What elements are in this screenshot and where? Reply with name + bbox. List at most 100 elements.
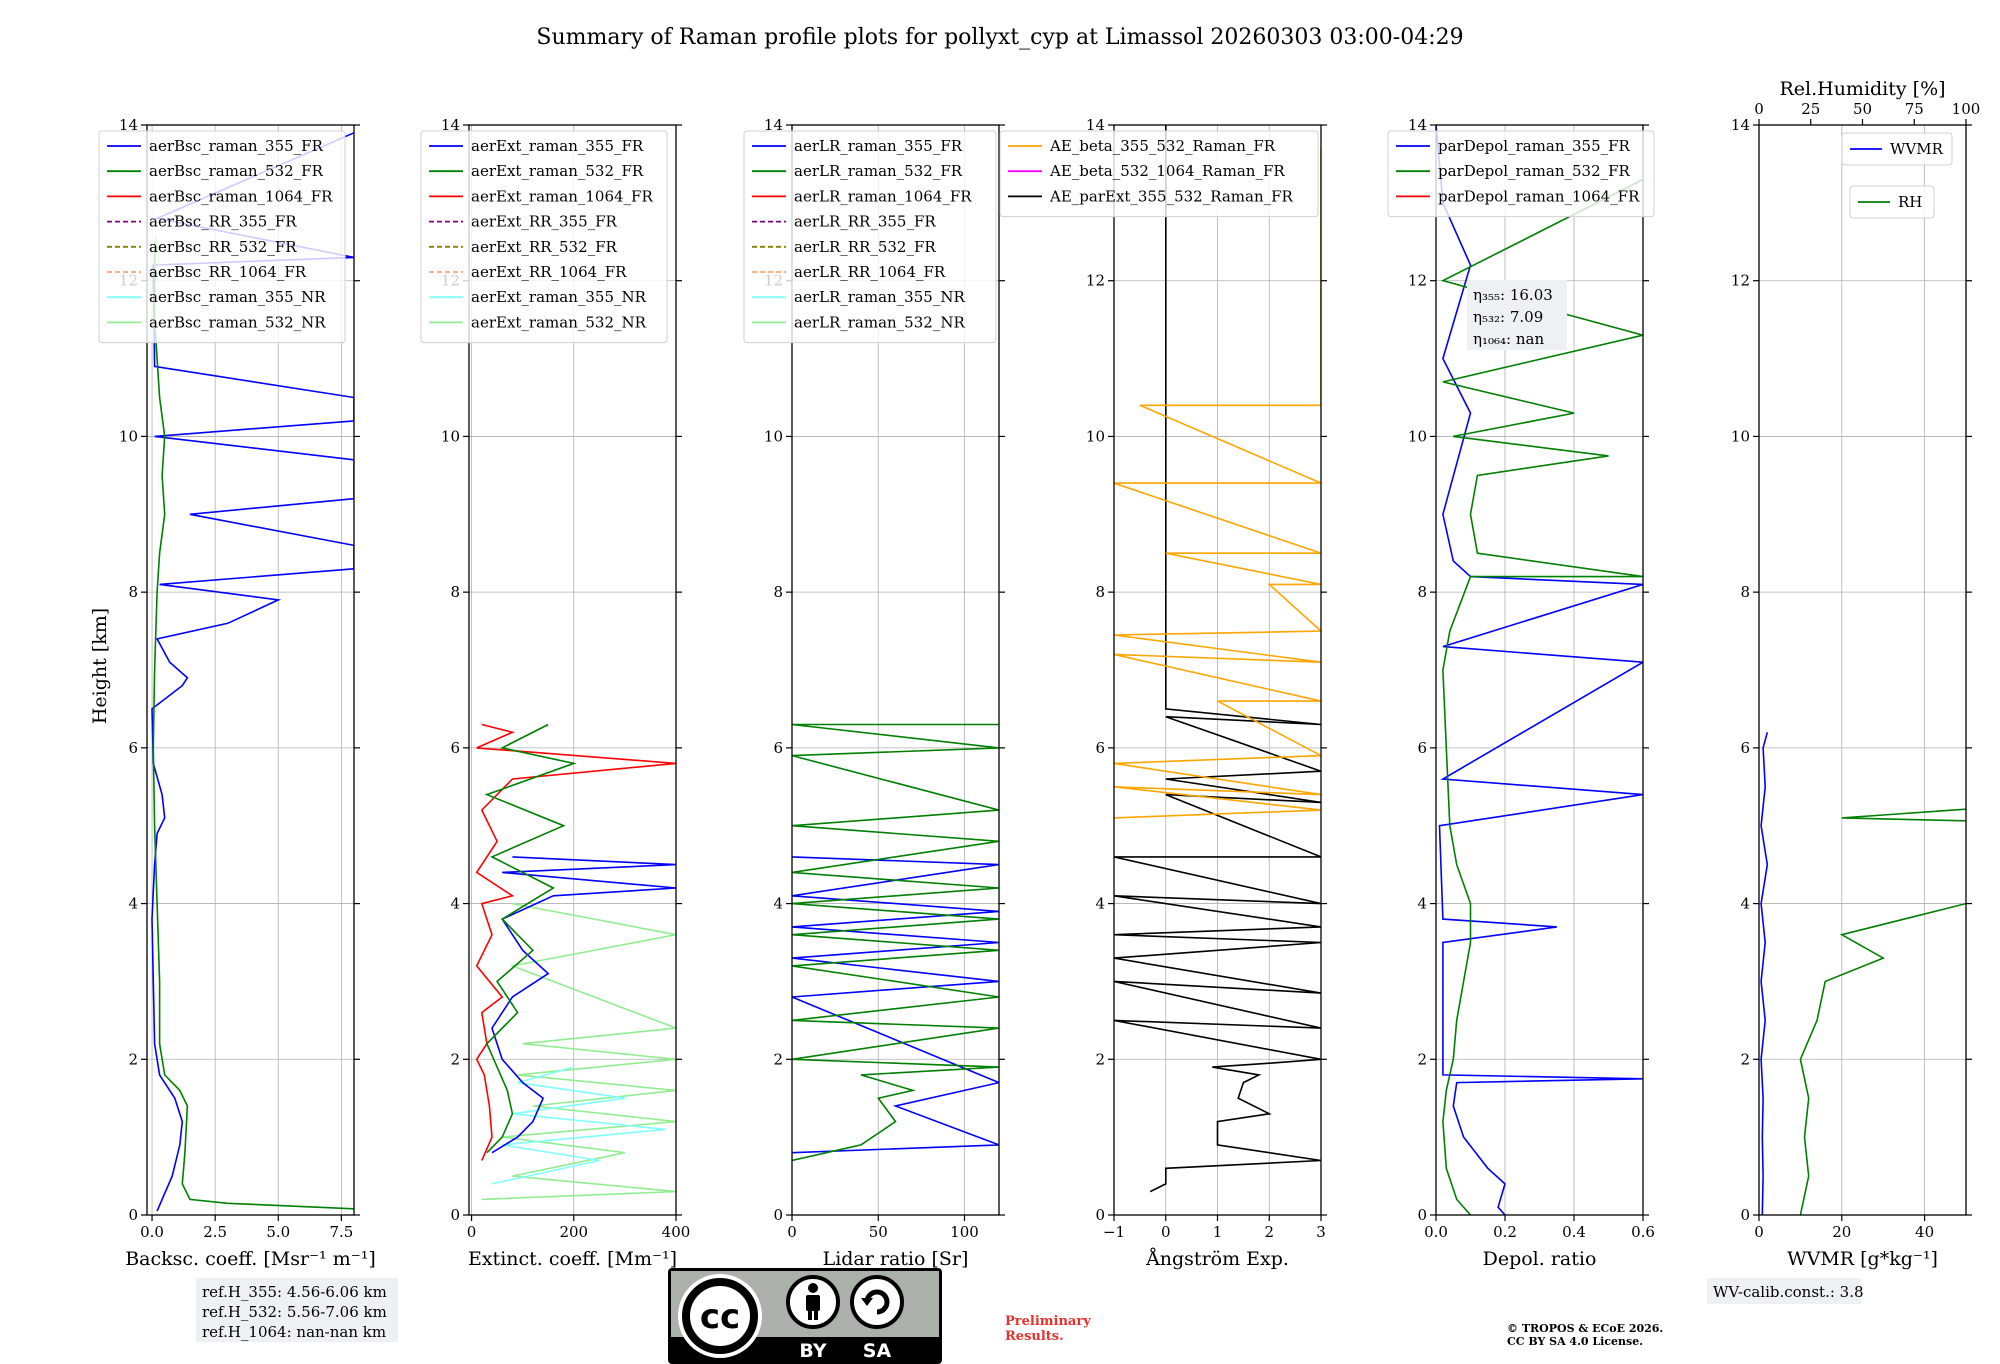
y-tick-label: 12 (1086, 272, 1105, 290)
y-tick-label: 0 (128, 1206, 138, 1224)
y-tick-label: 12 (1408, 272, 1427, 290)
y-tick-label: 4 (1095, 895, 1105, 913)
y-tick-label: 6 (1740, 739, 1750, 757)
legend-label: AE_parExt_355_532_Raman_FR (1049, 187, 1294, 205)
y-tick-label: 8 (1095, 583, 1105, 601)
y-tick-label: 2 (450, 1050, 460, 1068)
chart-panel-2: 024681012140200400Extinct. coeff. [Mm⁻¹]… (420, 116, 691, 1270)
plot-area (792, 723, 999, 1162)
y-tick-label: 6 (773, 739, 783, 757)
y-tick-label: 8 (450, 583, 460, 601)
x-tick-label: 100 (950, 1223, 979, 1241)
x-tick-label: 0.6 (1631, 1223, 1655, 1241)
copyright-line-2: CC BY SA 4.0 License. (1507, 1335, 1643, 1348)
x-tick-label: 40 (1915, 1223, 1934, 1241)
legend-label: aerExt_RR_1064_FR (471, 263, 627, 281)
wv-calib-text: WV-calib.const.: 3.8 (1713, 1283, 1864, 1301)
series-line-AE_parExt_355_532_Raman_FR (1114, 125, 1321, 1193)
x-tick-label: 2.5 (203, 1223, 227, 1241)
y-tick-label: 14 (1086, 116, 1105, 134)
legend-frame (98, 130, 346, 344)
legend-label: aerLR_raman_355_FR (794, 137, 963, 155)
plot-area (1760, 732, 1966, 1215)
axes-frame (468, 124, 677, 1216)
legend-label: WVMR (1890, 140, 1944, 158)
legend: aerExt_raman_355_FR aerExt_raman_532_FRae… (420, 130, 668, 344)
y-tick-label: 0 (450, 1206, 460, 1224)
legend-label: aerBsc_raman_532_NR (149, 313, 326, 331)
x2-axis-label: Rel.Humidity [%] (1779, 78, 1945, 100)
legend-label: aerBsc_raman_532_FR (149, 162, 324, 180)
legend-label: aerExt_RR_532_FR (471, 238, 618, 256)
y-tick-label: 4 (1740, 895, 1750, 913)
y-tick-label: 6 (450, 739, 460, 757)
y-tick-label: 0 (773, 1206, 783, 1224)
y-tick-label: 4 (1417, 895, 1427, 913)
legend-label: aerLR_raman_532_NR (794, 313, 965, 331)
x-axis-label: Depol. ratio (1483, 1248, 1597, 1270)
legend-label: aerBsc_RR_355_FR (149, 213, 297, 231)
legend-label: AE_beta_532_1064_Raman_FR (1049, 162, 1285, 180)
legend-frame (1387, 130, 1655, 218)
x-tick-label: 0.4 (1562, 1223, 1586, 1241)
x2-tick-label: 75 (1905, 100, 1924, 118)
x-tick-label: 400 (662, 1223, 691, 1241)
axes-frame (146, 124, 355, 1216)
y-tick-label: 10 (1086, 427, 1105, 445)
annotation-line: η₅₃₂: 7.09 (1473, 308, 1543, 326)
legend: AE_beta_355_532_Raman_FR AE_beta_532_1064… (999, 130, 1319, 218)
legend-frame (1849, 185, 1935, 219)
x-axis-label: Extinct. coeff. [Mm⁻¹] (468, 1248, 677, 1270)
y-tick-label: 10 (1731, 427, 1750, 445)
x-tick-label: 5.0 (266, 1223, 290, 1241)
copyright-line-1: © TROPOS & ECoE 2026. (1507, 1322, 1663, 1335)
series-line-aerExt_raman_355_FR (491, 856, 676, 1154)
annotation-line: η₃₅₅: 16.03 (1473, 286, 1553, 304)
x-axis-label: Backsc. coeff. [Msr⁻¹ m⁻¹] (125, 1248, 376, 1270)
sa-label: SA (863, 1340, 892, 1362)
legend-label: aerExt_raman_355_FR (471, 137, 644, 155)
legend-label: parDepol_raman_532_FR (1438, 162, 1631, 180)
legend-label: aerLR_RR_532_FR (794, 238, 936, 256)
depol-annotation: η₃₅₅: 16.03 η₅₃₂: 7.09 η₁₀₆₄: nan (1467, 280, 1567, 350)
series-line-aerBsc_raman_355_FR (151, 132, 354, 1212)
cc-by-sa-license-badge[interactable]: cc BY SA (668, 1268, 942, 1364)
y-tick-label: 12 (1731, 272, 1750, 290)
x-tick-label: 0 (467, 1223, 477, 1241)
y-tick-label: 2 (128, 1050, 138, 1068)
x-tick-label: 200 (559, 1223, 588, 1241)
y-tick-label: 8 (128, 583, 138, 601)
y-tick-label: 2 (773, 1050, 783, 1068)
y-tick-label: 4 (450, 895, 460, 913)
x-tick-label: 7.5 (329, 1223, 353, 1241)
y-tick-label: 6 (1095, 739, 1105, 757)
y-tick-label: 14 (764, 116, 783, 134)
legend-label: aerBsc_raman_1064_FR (149, 187, 333, 205)
cc-label: cc (700, 1297, 740, 1337)
x-axis-label: WVMR [g*kg⁻¹] (1787, 1248, 1938, 1270)
annotation-line: η₁₀₆₄: nan (1473, 330, 1544, 348)
legend-label: aerBsc_raman_355_FR (149, 137, 324, 155)
x2-tick-label: 25 (1801, 100, 1820, 118)
y-axis-label: Height [km] (89, 608, 111, 724)
y-tick-label: 10 (764, 427, 783, 445)
legend: aerBsc_raman_355_FR aerBsc_raman_532_FRae… (98, 130, 346, 344)
x-tick-label: 20 (1832, 1223, 1851, 1241)
x-tick-label: −1 (1103, 1223, 1125, 1241)
legend-label: aerBsc_raman_355_NR (149, 288, 326, 306)
y-tick-label: 10 (441, 427, 460, 445)
x-tick-label: 3 (1316, 1223, 1326, 1241)
x2-tick-label: 0 (1754, 100, 1764, 118)
plot-area (1114, 125, 1321, 1193)
ref-height-1064: ref.H_1064: nan-nan km (202, 1323, 386, 1341)
preliminary-line-2: Results. (1005, 1329, 1064, 1344)
series-line-AE_beta_355_532_Raman_FR (1114, 148, 1321, 819)
legend-label: aerExt_raman_532_FR (471, 162, 644, 180)
legend-label: parDepol_raman_1064_FR (1438, 187, 1640, 205)
x-axis-label: Lidar ratio [Sr] (823, 1248, 969, 1270)
ref-height-532: ref.H_532: 5.56-7.06 km (202, 1303, 387, 1321)
wv-calib-box: WV-calib.const.: 3.8 (1707, 1278, 1864, 1304)
y-tick-label: 14 (1731, 116, 1750, 134)
y-tick-label: 6 (128, 739, 138, 757)
